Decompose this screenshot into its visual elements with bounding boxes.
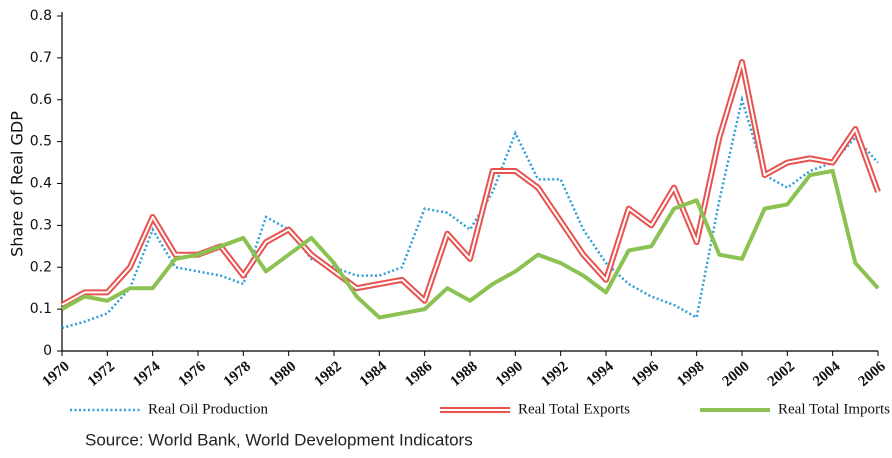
legend-label: Real Oil Production bbox=[148, 401, 268, 417]
x-tick-label: 1984 bbox=[357, 358, 391, 390]
y-tick-label: 0.4 bbox=[30, 176, 52, 192]
y-tick-label: 0.6 bbox=[30, 92, 52, 108]
x-tick-label: 1982 bbox=[312, 358, 345, 390]
x-tick-label: 1972 bbox=[85, 358, 118, 390]
series-line bbox=[61, 94, 879, 330]
x-tick-label: 1992 bbox=[538, 358, 571, 390]
x-tick-label: 1978 bbox=[221, 358, 254, 390]
y-tick-label: 0.3 bbox=[30, 217, 52, 233]
series-line-inner bbox=[61, 61, 879, 306]
legend-label: Real Total Imports bbox=[778, 401, 890, 417]
x-tick-label: 2006 bbox=[856, 358, 890, 390]
x-tick-label: 1994 bbox=[584, 358, 618, 390]
y-tick-label: 0.5 bbox=[30, 134, 52, 150]
y-tick-label: 0 bbox=[43, 343, 52, 359]
x-tick-label: 1998 bbox=[674, 358, 707, 390]
y-tick-label: 0.1 bbox=[30, 301, 52, 317]
x-tick-label: 1990 bbox=[493, 358, 526, 390]
x-tick-label: 1976 bbox=[176, 358, 210, 390]
x-tick-label: 2004 bbox=[810, 358, 844, 390]
legend-label: Real Total Exports bbox=[518, 401, 630, 417]
x-tick-label: 1970 bbox=[40, 358, 73, 390]
x-tick-label: 1986 bbox=[402, 358, 436, 390]
series-line bbox=[60, 59, 881, 308]
y-tick-label: 0.8 bbox=[30, 8, 52, 24]
x-tick-label: 1974 bbox=[130, 358, 164, 390]
series-line bbox=[61, 168, 880, 320]
x-tick-label: 1980 bbox=[266, 358, 299, 390]
y-tick-label: 0.2 bbox=[30, 259, 52, 275]
y-axis-label: Share of Real GDP bbox=[8, 111, 27, 257]
source-note: Source: World Bank, World Development In… bbox=[85, 430, 473, 449]
x-tick-label: 2002 bbox=[765, 358, 798, 390]
x-tick-label: 2000 bbox=[720, 358, 753, 390]
y-tick-label: 0.7 bbox=[30, 50, 52, 66]
x-tick-label: 1988 bbox=[448, 358, 481, 390]
x-tick-label: 1996 bbox=[629, 358, 663, 390]
